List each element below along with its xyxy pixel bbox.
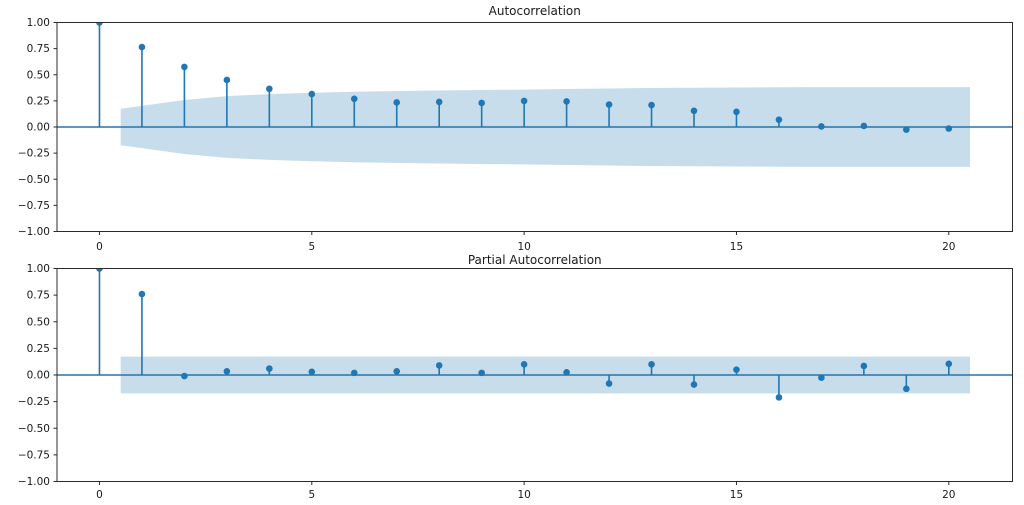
marker-lag-16: [775, 394, 783, 401]
plot-clip-group: [57, 268, 1013, 401]
plot-clip-group: [57, 22, 1013, 167]
marker-lag-14: [690, 107, 698, 115]
y-tick-label: 0.00: [27, 370, 50, 382]
x-tick-label: 0: [96, 489, 103, 501]
x-tick-label: 15: [730, 489, 743, 501]
y-tick-label: −0.25: [18, 148, 50, 160]
marker-lag-9: [478, 99, 485, 107]
y-tick-label: 0.50: [27, 316, 50, 328]
chart-title: Partial Autocorrelation: [468, 253, 602, 267]
marker-lag-5: [308, 368, 316, 376]
y-tick-label: 0.75: [27, 43, 50, 55]
marker-lag-1: [138, 43, 146, 51]
marker-lag-12: [605, 380, 613, 387]
marker-lag-7: [393, 99, 401, 106]
marker-lag-4: [266, 85, 273, 93]
x-tick-label: 10: [517, 241, 530, 253]
marker-lag-11: [563, 369, 570, 376]
y-tick-label: −0.50: [18, 423, 50, 435]
marker-lag-6: [350, 95, 358, 103]
marker-lag-0: [96, 268, 103, 272]
y-tick-label: 1.00: [27, 263, 50, 275]
y-tick-label: 0.00: [27, 122, 50, 134]
marker-lag-17: [818, 374, 825, 381]
marker-lag-3: [223, 367, 231, 375]
y-tick-label: −1.00: [18, 226, 50, 238]
y-tick-label: 0.75: [27, 290, 50, 302]
marker-lag-16: [775, 116, 783, 123]
marker-lag-15: [733, 108, 740, 116]
marker-lag-15: [733, 366, 740, 373]
x-tick-label: 15: [730, 241, 743, 253]
marker-lag-5: [308, 90, 316, 98]
marker-lag-17: [818, 123, 825, 130]
y-tick-label: −1.00: [18, 476, 50, 488]
y-tick-label: −0.50: [18, 174, 50, 186]
x-tick-label: 5: [308, 489, 315, 501]
chart-title: Autocorrelation: [489, 4, 581, 18]
marker-lag-20: [945, 360, 953, 368]
x-tick-label: 20: [942, 241, 955, 253]
y-tick-label: 0.25: [27, 95, 50, 107]
subplot-acf: 0 5 10 15 20 1.00 0.75 0.50 0.25 0.00 −0.25 −0.50 −0…: [18, 4, 1013, 253]
marker-lag-19: [903, 126, 910, 133]
marker-lag-12: [605, 101, 613, 108]
marker-lag-11: [563, 98, 570, 105]
marker-lag-8: [435, 362, 443, 369]
marker-lag-6: [350, 369, 358, 377]
marker-lag-14: [690, 381, 698, 388]
marker-lag-20: [945, 125, 953, 132]
x-tick-label: 0: [96, 241, 103, 253]
marker-lag-7: [393, 367, 401, 375]
marker-lag-3: [223, 76, 231, 84]
y-tick-label: 1.00: [27, 17, 50, 29]
marker-lag-4: [266, 365, 273, 372]
marker-lag-10: [520, 97, 528, 105]
y-tick-label: −0.75: [18, 200, 50, 212]
x-tick-label: 10: [517, 489, 530, 501]
marker-lag-2: [181, 63, 188, 71]
y-tick-label: −0.25: [18, 396, 50, 408]
marker-lag-9: [478, 369, 485, 377]
marker-lag-8: [435, 98, 443, 106]
marker-lag-2: [181, 372, 188, 380]
marker-lag-13: [648, 101, 655, 109]
y-tick-label: 0.50: [27, 69, 50, 81]
marker-lag-18: [860, 122, 868, 130]
subplot-pacf: 0 5 10 15 20 1.00 0.75 0.50 0.25 0.00 −0.25 −0.50 −0…: [18, 253, 1013, 501]
y-tick-label: −0.75: [18, 449, 50, 461]
marker-lag-13: [648, 361, 655, 368]
y-tick-label: 0.25: [27, 343, 50, 355]
marker-lag-19: [903, 385, 910, 393]
marker-lag-18: [860, 362, 868, 370]
marker-lag-0: [96, 22, 103, 26]
marker-lag-10: [520, 361, 528, 368]
marker-lag-1: [138, 290, 146, 298]
x-tick-label: 5: [308, 241, 315, 253]
x-tick-label: 20: [942, 489, 955, 501]
